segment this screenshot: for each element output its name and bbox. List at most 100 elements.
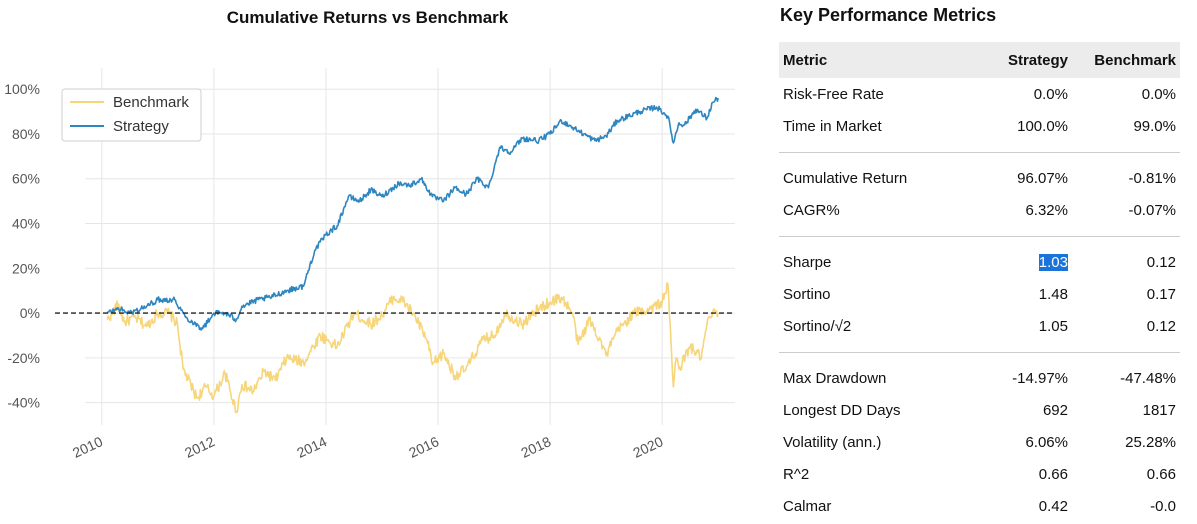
benchmark-value-text: 0.66 bbox=[1146, 465, 1176, 483]
x-tick-label: 2014 bbox=[294, 433, 329, 461]
metric-column-header: Metric bbox=[783, 51, 828, 69]
benchmark-value-text: -47.48% bbox=[1120, 369, 1176, 387]
strategy-column-header: Strategy bbox=[1007, 51, 1068, 69]
strategy-value-text: 0.66 bbox=[1038, 465, 1068, 483]
series-line-strategy bbox=[106, 96, 719, 331]
metric-name-text: Max Drawdown bbox=[783, 369, 887, 387]
benchmark-value-text: -0.0 bbox=[1150, 497, 1176, 515]
strategy-value: 96.07% bbox=[964, 170, 1068, 187]
metric-name: Risk-Free Rate bbox=[779, 86, 964, 103]
metrics-title: Key Performance Metrics bbox=[780, 5, 997, 25]
metric-name: Sortino/√2 bbox=[779, 318, 964, 335]
strategy-value: 6.06% bbox=[964, 434, 1068, 451]
benchmark-value-text: 0.12 bbox=[1146, 317, 1176, 335]
metrics-body: Risk-Free Rate 0.0% 0.0% Time in Market 100.… bbox=[779, 78, 1180, 522]
legend-label: Benchmark bbox=[113, 94, 189, 111]
y-tick-label: 20% bbox=[12, 260, 40, 276]
benchmark-value-text: -0.81% bbox=[1128, 169, 1176, 187]
metric-name-text: Sharpe bbox=[783, 253, 832, 271]
legend-label: Strategy bbox=[113, 118, 169, 135]
benchmark-value-text: 0.12 bbox=[1146, 253, 1176, 271]
metric-name-text: R^2 bbox=[783, 465, 810, 483]
strategy-value-text: 1.03 bbox=[1038, 253, 1068, 271]
strategy-value: 1.03 bbox=[964, 253, 1068, 271]
strategy-value-text: 96.07% bbox=[1017, 169, 1068, 187]
y-tick-label: -20% bbox=[7, 350, 40, 366]
strategy-value-text: 6.32% bbox=[1025, 201, 1068, 219]
benchmark-value: 99.0% bbox=[1068, 118, 1180, 135]
strategy-value: 1.48 bbox=[964, 286, 1068, 303]
benchmark-value: -0.0 bbox=[1068, 498, 1180, 515]
metric-name-text: Time in Market bbox=[783, 117, 882, 135]
metrics-divider bbox=[779, 152, 1180, 153]
strategy-value: 692 bbox=[964, 402, 1068, 419]
metric-name: R^2 bbox=[779, 466, 964, 483]
strategy-value-text: 100.0% bbox=[1017, 117, 1068, 135]
metric-name-text: Cumulative Return bbox=[783, 169, 908, 187]
benchmark-value: 25.28% bbox=[1068, 434, 1180, 451]
y-tick-label: 0% bbox=[20, 305, 40, 321]
metric-name: Sortino bbox=[779, 286, 964, 303]
strategy-value-text: 692 bbox=[1042, 401, 1068, 419]
metric-row: Max Drawdown -14.97% -47.48% bbox=[779, 362, 1180, 394]
metric-row: Sortino 1.48 0.17 bbox=[779, 278, 1180, 310]
benchmark-value-text: 0.17 bbox=[1146, 285, 1176, 303]
metric-name-text: Calmar bbox=[783, 497, 832, 515]
y-tick-label: 60% bbox=[12, 171, 40, 187]
strategy-value: 0.42 bbox=[964, 498, 1068, 515]
strategy-value-text: 0.0% bbox=[1033, 85, 1068, 103]
strategy-value-text: 1.05 bbox=[1038, 317, 1068, 335]
chart-title: Cumulative Returns vs Benchmark bbox=[226, 8, 509, 27]
benchmark-value: -47.48% bbox=[1068, 370, 1180, 387]
benchmark-column-header: Benchmark bbox=[1094, 51, 1176, 69]
benchmark-value-text: 1817 bbox=[1142, 401, 1176, 419]
metrics-header-row: Metric Strategy Benchmark bbox=[779, 42, 1180, 78]
metric-row: Calmar 0.42 -0.0 bbox=[779, 490, 1180, 522]
x-tick-label: 2012 bbox=[182, 433, 217, 461]
metric-name: Calmar bbox=[779, 498, 964, 515]
metric-row: Cumulative Return 96.07% -0.81% bbox=[779, 162, 1180, 194]
benchmark-value-text: 0.0% bbox=[1141, 85, 1176, 103]
benchmark-value: 0.12 bbox=[1068, 318, 1180, 335]
y-tick-label: 40% bbox=[12, 216, 40, 232]
metric-name-text: Longest DD Days bbox=[783, 401, 901, 419]
strategy-value-text: 0.42 bbox=[1038, 497, 1068, 515]
y-tick-label: 100% bbox=[4, 81, 40, 97]
y-tick-label: -40% bbox=[7, 395, 40, 411]
strategy-value: 1.05 bbox=[964, 318, 1068, 335]
metric-name: CAGR% bbox=[779, 202, 964, 219]
metric-row: CAGR% 6.32% -0.07% bbox=[779, 194, 1180, 226]
y-tick-label: 80% bbox=[12, 126, 40, 142]
metric-row: Longest DD Days 692 1817 bbox=[779, 394, 1180, 426]
benchmark-value: 1817 bbox=[1068, 402, 1180, 419]
benchmark-value-text: 25.28% bbox=[1125, 433, 1176, 451]
metric-name-text: Volatility (ann.) bbox=[783, 433, 882, 451]
series-line-benchmark bbox=[106, 282, 719, 414]
strategy-value: 0.66 bbox=[964, 466, 1068, 483]
metrics-divider bbox=[779, 236, 1180, 237]
metric-row: Volatility (ann.) 6.06% 25.28% bbox=[779, 426, 1180, 458]
x-tick-label: 2016 bbox=[406, 433, 441, 461]
metric-row: Sharpe 1.03 0.12 bbox=[779, 246, 1180, 278]
metric-name: Sharpe bbox=[779, 254, 964, 271]
metric-row: Risk-Free Rate 0.0% 0.0% bbox=[779, 78, 1180, 110]
x-tick-label: 2010 bbox=[70, 433, 105, 461]
metric-name: Max Drawdown bbox=[779, 370, 964, 387]
strategy-value-text: -14.97% bbox=[1012, 369, 1068, 387]
benchmark-value: -0.81% bbox=[1068, 170, 1180, 187]
metric-row: Time in Market 100.0% 99.0% bbox=[779, 110, 1180, 142]
metric-row: R^2 0.66 0.66 bbox=[779, 458, 1180, 490]
benchmark-value: 0.12 bbox=[1068, 254, 1180, 271]
strategy-value-text: 1.48 bbox=[1038, 285, 1068, 303]
legend: Benchmark Strategy bbox=[61, 88, 202, 142]
benchmark-value-text: 99.0% bbox=[1133, 117, 1176, 135]
metric-name-text: Sortino/√2 bbox=[783, 317, 852, 335]
benchmark-value: 0.17 bbox=[1068, 286, 1180, 303]
metric-name-text: CAGR% bbox=[783, 201, 840, 219]
benchmark-value: -0.07% bbox=[1068, 202, 1180, 219]
metric-row: Sortino/√2 1.05 0.12 bbox=[779, 310, 1180, 342]
metric-name-text: Sortino bbox=[783, 285, 831, 303]
metric-name-text: Risk-Free Rate bbox=[783, 85, 884, 103]
x-tick-label: 2018 bbox=[518, 433, 553, 461]
x-tick-label: 2020 bbox=[630, 433, 665, 461]
